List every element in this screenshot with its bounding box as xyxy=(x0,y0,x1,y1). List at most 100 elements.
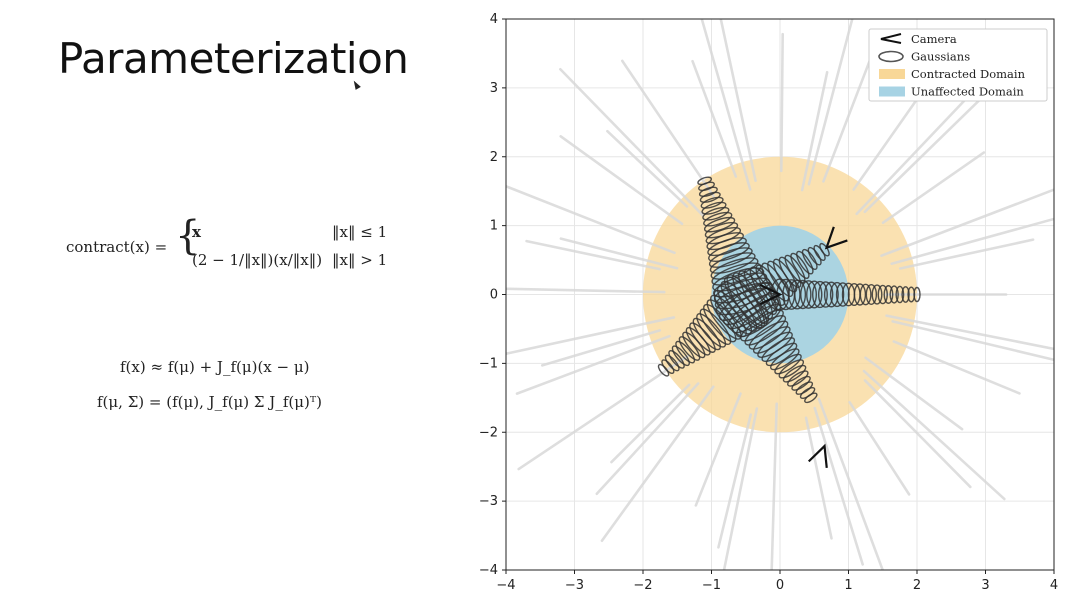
gaussian-ellipse xyxy=(787,370,809,387)
gaussian-ellipse xyxy=(671,345,690,367)
gaussian-ellipse xyxy=(807,246,822,266)
contraction-ray xyxy=(717,413,753,549)
gaussian-ellipse xyxy=(812,280,828,309)
contraction-ray xyxy=(525,239,661,271)
contraction-ray xyxy=(540,329,662,367)
legend-label: Contracted Domain xyxy=(911,67,1026,81)
x-tick-label: 1 xyxy=(844,578,852,593)
contraction-ray xyxy=(800,70,829,192)
contract-lhs: contract(x) = xyxy=(66,238,168,256)
contract-brace: { xyxy=(175,213,201,259)
contraction-ray xyxy=(779,32,785,173)
contraction-ray xyxy=(506,184,676,255)
contraction-ray xyxy=(891,320,1054,362)
x-tick-label: −2 xyxy=(633,578,652,593)
gaussian-ellipse xyxy=(752,326,791,354)
y-tick-label: 1 xyxy=(490,219,498,234)
contraction-ray xyxy=(700,19,752,191)
legend-swatch xyxy=(879,69,905,79)
camera-icon xyxy=(880,33,902,44)
contraction-ray xyxy=(822,40,879,183)
contraction-ray xyxy=(880,188,1054,257)
taylor-equation: f(x) ≈ f(μ) + J_f(μ)(x − μ) xyxy=(120,358,310,376)
gaussian-ellipse xyxy=(778,359,805,379)
gaussian-ellipse xyxy=(704,221,739,239)
contract-case2-cond: ‖x‖ > 1 xyxy=(332,251,388,269)
legend-label: Camera xyxy=(911,32,957,46)
gaussian-ellipse xyxy=(657,363,670,377)
contraction-ray xyxy=(848,400,911,496)
contraction-ray xyxy=(600,385,715,543)
gaussian-ellipse xyxy=(727,292,778,330)
contraction-ray xyxy=(863,379,972,489)
contraction-ray xyxy=(770,402,779,570)
gaussian-ellipse xyxy=(699,308,732,345)
gaussian-ellipse xyxy=(804,392,818,404)
gaussian-ellipse xyxy=(700,196,724,209)
contract-case2-value: (2 − 1/‖x‖)(x/‖x‖) xyxy=(192,251,323,269)
x-tick-label: −1 xyxy=(702,578,721,593)
gaussian-ellipse xyxy=(853,283,867,306)
contraction-ray xyxy=(606,129,689,208)
gaussian-ellipse xyxy=(735,303,782,338)
contraction-ray xyxy=(892,340,1021,395)
gaussian-ellipse xyxy=(790,252,810,279)
gaussian-ellipse xyxy=(702,206,730,221)
gaussian-chain xyxy=(718,281,818,404)
gaussian-ellipse xyxy=(723,287,775,326)
contraction-ray xyxy=(559,67,704,217)
contract-case1-value: x xyxy=(192,223,201,241)
gaussian-ellipse xyxy=(703,303,737,343)
gaussian-ellipse xyxy=(699,191,721,203)
camera-marker xyxy=(824,226,848,250)
contraction-ray xyxy=(506,287,666,294)
contraction-ray xyxy=(864,356,964,431)
gaussian-ellipse xyxy=(806,280,823,309)
gaussian-ellipse xyxy=(701,201,727,215)
gaussian-ellipse xyxy=(712,267,765,292)
gaussian-ellipse xyxy=(817,281,834,308)
contraction-ray xyxy=(517,354,689,471)
gaussian-ellipse xyxy=(865,284,878,306)
contraction-ray xyxy=(881,151,986,225)
y-tick-label: 0 xyxy=(490,288,498,303)
gaussian-ellipse xyxy=(895,285,905,304)
legend-swatch xyxy=(879,86,905,97)
gaussian-ellipse xyxy=(709,252,756,274)
gaussian-ellipse xyxy=(889,285,899,304)
gaussian-ellipse xyxy=(795,381,814,395)
gaussian-ellipse xyxy=(794,279,812,310)
gaussian-ellipse xyxy=(913,286,921,303)
gaussian-ellipse-icon xyxy=(878,50,904,63)
gaussian-ellipse xyxy=(697,176,713,186)
gaussian-ellipse xyxy=(740,309,784,342)
gaussian-ellipse xyxy=(675,340,696,364)
x-tick-label: −4 xyxy=(496,578,515,593)
legend: Camera Gaussians Contracted Domain Unaffect… xyxy=(868,28,1048,102)
gaussian-ellipse xyxy=(765,342,798,367)
contraction-ray xyxy=(898,238,1035,270)
gaussian-ellipse xyxy=(744,315,787,346)
gaussian-ellipse xyxy=(859,283,872,306)
y-tick-label: −4 xyxy=(479,563,498,578)
contraction-ray xyxy=(813,406,864,566)
contraction-ray xyxy=(691,59,738,178)
legend-label: Gaussians xyxy=(911,50,970,64)
gaussian-ellipse xyxy=(678,336,701,361)
y-tick-label: −1 xyxy=(479,356,498,371)
contraction-ray xyxy=(559,237,679,270)
contraction-ray xyxy=(863,96,983,214)
gaussian-ellipse xyxy=(784,254,806,284)
gaussian-transform-equation: f(μ, Σ) = (f(μ), J_f(μ) Σ J_f(μ)ᵀ) xyxy=(97,393,322,411)
contraction-plot: −4 −3 −2 −1 0 1 2 3 4 4 3 2 1 0 −1 −2 −3 −4 Camera Gaussian… xyxy=(479,12,1058,593)
gaussian-ellipse xyxy=(668,350,685,369)
gaussian-ellipse xyxy=(708,242,750,263)
gaussian-ellipse xyxy=(801,248,818,270)
contraction-ray xyxy=(862,369,1006,501)
contraction-ray xyxy=(610,383,691,464)
gaussian-ellipse xyxy=(748,320,789,350)
y-tick-label: 2 xyxy=(490,150,498,165)
gaussian-ellipse xyxy=(877,284,888,305)
gaussian-ellipse xyxy=(685,326,711,356)
contraction-ray xyxy=(719,19,757,183)
